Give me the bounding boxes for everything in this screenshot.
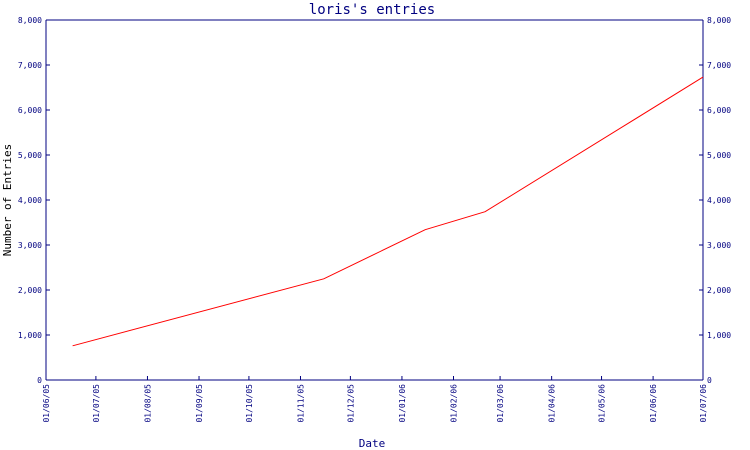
y-tick-label-right: 7,000 xyxy=(707,61,731,70)
y-axis-title: Number of Entries xyxy=(1,144,14,257)
y-tick-label-left: 6,000 xyxy=(18,106,42,115)
x-tick-label: 01/03/06 xyxy=(496,384,505,423)
x-tick-label: 01/02/06 xyxy=(450,384,459,423)
y-tick-label-right: 4,000 xyxy=(707,196,731,205)
y-tick-label-left: 4,000 xyxy=(18,196,42,205)
y-tick-label-left: 8,000 xyxy=(18,16,42,25)
y-tick-label-right: 0 xyxy=(707,376,712,385)
y-tick-label-left: 2,000 xyxy=(18,286,42,295)
x-tick-label: 01/08/05 xyxy=(143,384,152,423)
y-tick-label-left: 1,000 xyxy=(18,331,42,340)
x-tick-label: 01/06/06 xyxy=(649,384,658,423)
x-tick-label: 01/11/05 xyxy=(296,384,305,423)
x-axis-title: Date xyxy=(359,437,386,450)
y-tick-label-right: 1,000 xyxy=(707,331,731,340)
series-line xyxy=(72,76,704,347)
x-tick-label: 01/01/06 xyxy=(398,384,407,423)
x-tick-label: 01/07/06 xyxy=(699,384,708,423)
y-tick-label-left: 3,000 xyxy=(18,241,42,250)
y-tick-label-right: 5,000 xyxy=(707,151,731,160)
y-tick-label-right: 6,000 xyxy=(707,106,731,115)
x-tick-label: 01/10/05 xyxy=(245,384,254,423)
y-tick-label-right: 3,000 xyxy=(707,241,731,250)
y-tick-label-left: 0 xyxy=(37,376,42,385)
x-tick-label: 01/07/05 xyxy=(92,384,101,423)
y-tick-label-right: 2,000 xyxy=(707,286,731,295)
y-tick-label-left: 5,000 xyxy=(18,151,42,160)
x-tick-label: 01/09/05 xyxy=(195,384,204,423)
series-layer xyxy=(72,76,704,347)
x-axis-ticks: 01/06/05 01/07/05 01/08/05 01/09/05 01/10/05… xyxy=(42,376,708,423)
y-tick-label-right: 8,000 xyxy=(707,16,731,25)
y-tick-label-left: 7,000 xyxy=(18,61,42,70)
x-tick-label: 01/06/05 xyxy=(42,384,51,423)
x-tick-label: 01/04/06 xyxy=(548,384,557,423)
chart-title: loris's entries xyxy=(309,2,435,18)
x-tick-label: 01/05/06 xyxy=(598,384,607,423)
x-tick-label: 01/12/05 xyxy=(346,384,355,423)
y-axis-ticks: 0 0 1,000 1,000 2,000 2,000 3,000 3,000 4,000 4,0… xyxy=(18,16,731,385)
